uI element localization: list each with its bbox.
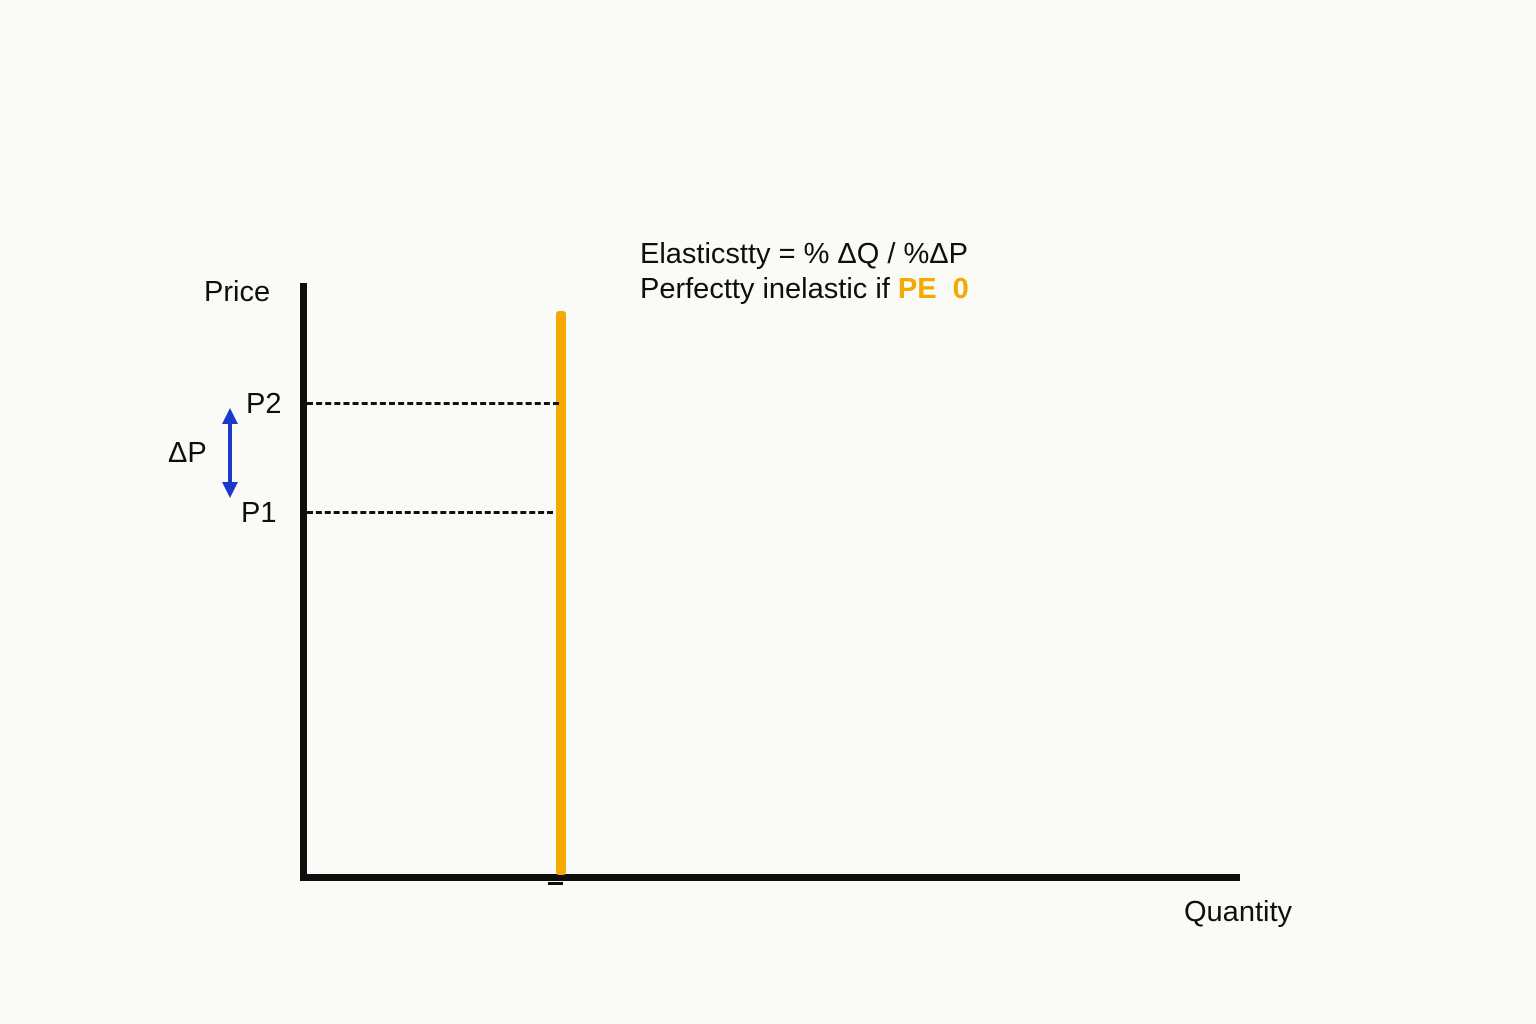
quantity-axis [300,874,1240,881]
delta-p-double-arrow-icon [222,408,238,498]
formula-block: Elasticstty = % ΔQ / %ΔP Perfectty inela… [640,237,969,307]
p2-dashed-line [307,402,559,405]
pe-zero-highlight: PE 0 [897,273,969,305]
price-axis [300,283,307,881]
demand-curve-line [556,311,566,875]
quantity-axis-label: Quantity [1184,896,1292,928]
p2-label: P2 [246,388,282,420]
price-axis-label: Price [204,276,271,308]
inelastic-condition-text: Perfectty inelastic if PE 0 [640,272,969,307]
p1-label: P1 [241,497,277,529]
elasticity-formula-text: Elasticstty = % ΔQ / %ΔP [640,238,969,270]
p1-dashed-line [307,511,553,514]
inelastic-condition-prefix: Perfectty inelastic if [640,273,898,305]
quantity-tick-mark [548,882,563,885]
delta-p-label: ΔP [168,437,207,469]
